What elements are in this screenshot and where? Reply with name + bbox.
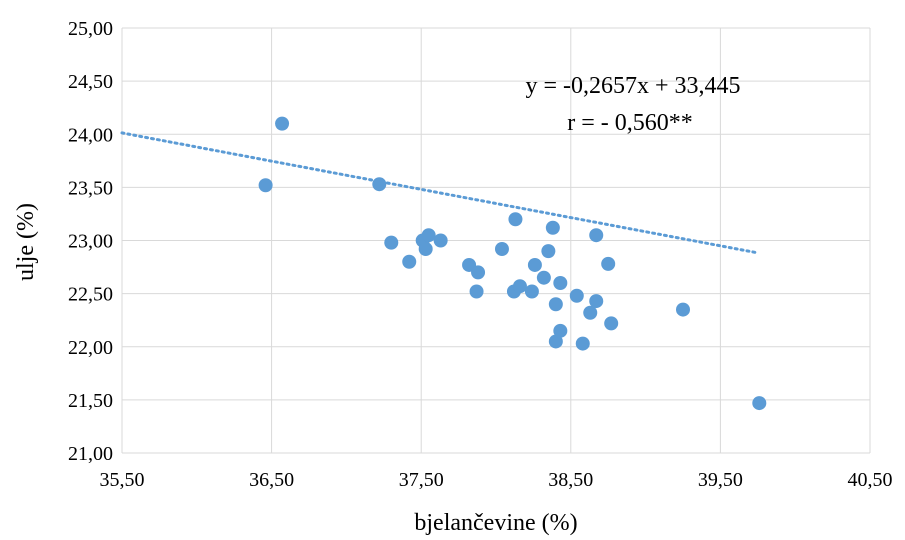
- y-tick-label: 21,50: [68, 390, 113, 412]
- data-point: [471, 265, 486, 280]
- y-tick-label: 23,00: [68, 231, 113, 253]
- data-point: [541, 244, 556, 259]
- data-point: [575, 336, 590, 351]
- data-point: [512, 279, 527, 294]
- x-tick-label: 40,50: [848, 469, 893, 491]
- data-point: [601, 256, 616, 271]
- y-tick-label: 22,50: [68, 284, 113, 306]
- data-point: [402, 254, 417, 269]
- data-point: [275, 116, 290, 131]
- y-tick-label: 21,00: [68, 443, 113, 465]
- data-point: [553, 276, 568, 290]
- data-point: [589, 294, 604, 309]
- y-axis-title: ulje (%): [13, 203, 39, 281]
- correlation-annotation: r = - 0,560**: [567, 110, 693, 136]
- data-point: [752, 396, 767, 411]
- data-point: [604, 316, 619, 331]
- data-point: [384, 235, 399, 250]
- x-tick-label: 35,50: [100, 469, 145, 491]
- data-point: [418, 242, 433, 256]
- x-tick-label: 36,50: [249, 469, 294, 491]
- y-tick-label: 24,00: [68, 124, 113, 146]
- data-point: [553, 323, 568, 338]
- data-point: [433, 233, 448, 248]
- data-point: [545, 220, 560, 235]
- data-point: [524, 284, 539, 299]
- data-point: [258, 178, 273, 193]
- equation-annotation: y = -0,2657x + 33,445: [525, 73, 740, 99]
- x-axis-title: bjelančevine (%): [414, 510, 577, 536]
- y-tick-labels: 21,00 21,50 22,00 22,50 23,00 23,50 24,00 24,50…: [68, 18, 113, 465]
- data-point: [548, 334, 563, 349]
- data-point: [676, 302, 690, 317]
- data-point: [527, 257, 542, 272]
- x-tick-label: 39,50: [698, 469, 743, 491]
- trendline-layer: [120, 131, 760, 255]
- data-point: [469, 284, 484, 299]
- data-point: [421, 228, 436, 243]
- y-tick-label: 22,00: [68, 337, 113, 359]
- x-tick-label: 38,50: [548, 469, 593, 491]
- data-point: [508, 212, 523, 227]
- data-point: [372, 177, 387, 192]
- data-point: [569, 288, 584, 303]
- data-point: [536, 270, 551, 285]
- data-point: [583, 305, 598, 320]
- data-point: [548, 297, 563, 312]
- data-point: [589, 228, 604, 243]
- y-tick-label: 24,50: [68, 71, 113, 93]
- x-tick-label: 37,50: [399, 469, 444, 491]
- data-points: [258, 116, 767, 411]
- x-tick-labels: 35,50 36,50 37,50 38,50 39,50 40,50: [100, 469, 893, 491]
- y-tick-label: 25,00: [68, 18, 113, 40]
- grid-lines: [121, 27, 871, 454]
- data-point: [494, 242, 509, 256]
- trendline: [120, 131, 760, 255]
- y-tick-label: 23,50: [68, 177, 113, 199]
